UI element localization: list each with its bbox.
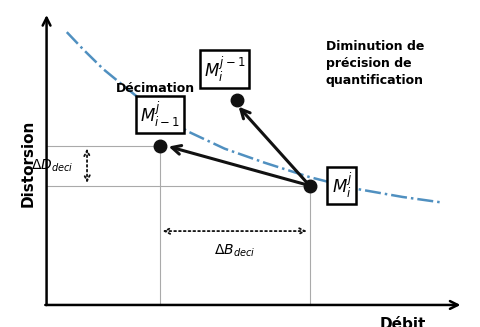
Text: $M_{i}^{j}$: $M_{i}^{j}$ xyxy=(331,171,351,200)
Text: $M_{i}^{j-1}$: $M_{i}^{j-1}$ xyxy=(204,55,245,83)
Text: Débit: Débit xyxy=(379,318,425,327)
Text: $\Delta D_{deci}$: $\Delta D_{deci}$ xyxy=(31,158,73,174)
Text: $M_{i-1}^{j}$: $M_{i-1}^{j}$ xyxy=(140,100,180,129)
Text: Diminution de
précision de
quantification: Diminution de précision de quantificatio… xyxy=(325,40,423,87)
Text: Distorsion: Distorsion xyxy=(21,119,36,207)
Text: Décimation: Décimation xyxy=(116,82,195,95)
Text: $\Delta B_{deci}$: $\Delta B_{deci}$ xyxy=(214,243,255,259)
